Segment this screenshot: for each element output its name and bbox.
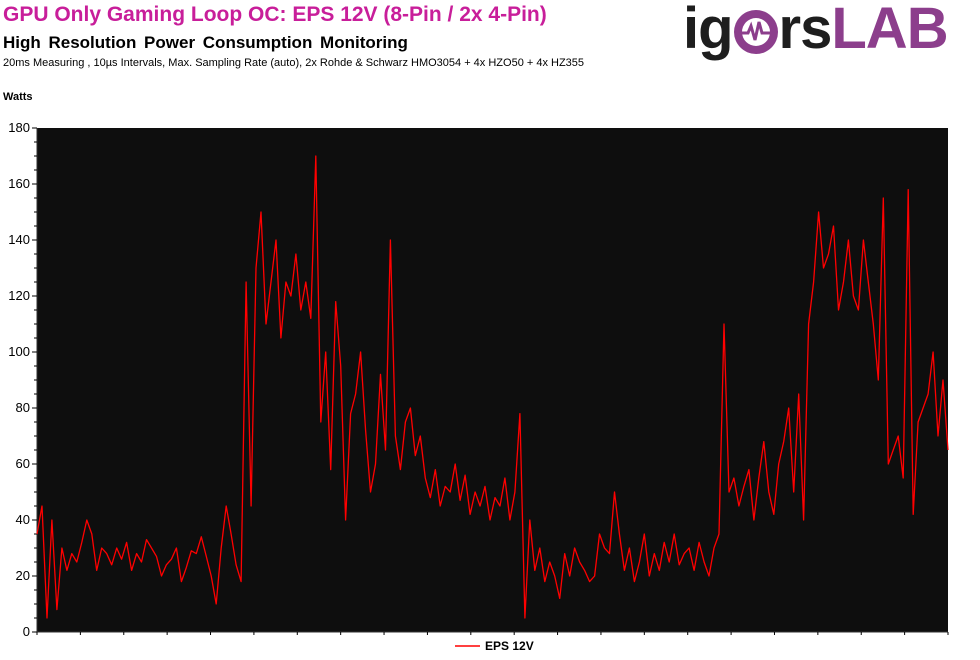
legend: EPS 12V [455,639,534,653]
series-line-eps-12v [36,155,949,619]
chart-subtitle: High Resolution Power Consumption Monito… [3,33,408,52]
chart-title: GPU Only Gaming Loop OC: EPS 12V (8-Pin … [3,3,547,26]
logo-text-mid: rs [778,0,833,61]
y-tick-label: 60 [16,456,30,471]
series-group [36,155,949,619]
logo-pulse-icon [733,10,778,54]
y-tick-label: 20 [16,568,30,583]
y-tick-label: 0 [23,624,30,639]
y-tick-label: 140 [8,232,30,247]
logo-text-right: LAB [831,0,948,61]
measurement-details: 20ms Measuring , 10µs Intervals, Max. Sa… [3,57,585,69]
y-tick-label: 180 [8,120,30,135]
logo-text-left: ig [683,0,734,61]
y-tick-label: 120 [8,288,30,303]
y-tick-label: 40 [16,512,30,527]
y-tick-label: 160 [8,176,30,191]
y-tick-label: 80 [16,400,30,415]
y-axis-label: Watts [3,91,33,103]
igorslab-logo: ig rsLAB [683,0,949,64]
axes: 0 20 40 60 80 100 120 140 160 180 [8,120,949,639]
plot-area [37,128,948,632]
y-tick-label: 100 [8,344,30,359]
legend-label: EPS 12V [485,639,534,653]
